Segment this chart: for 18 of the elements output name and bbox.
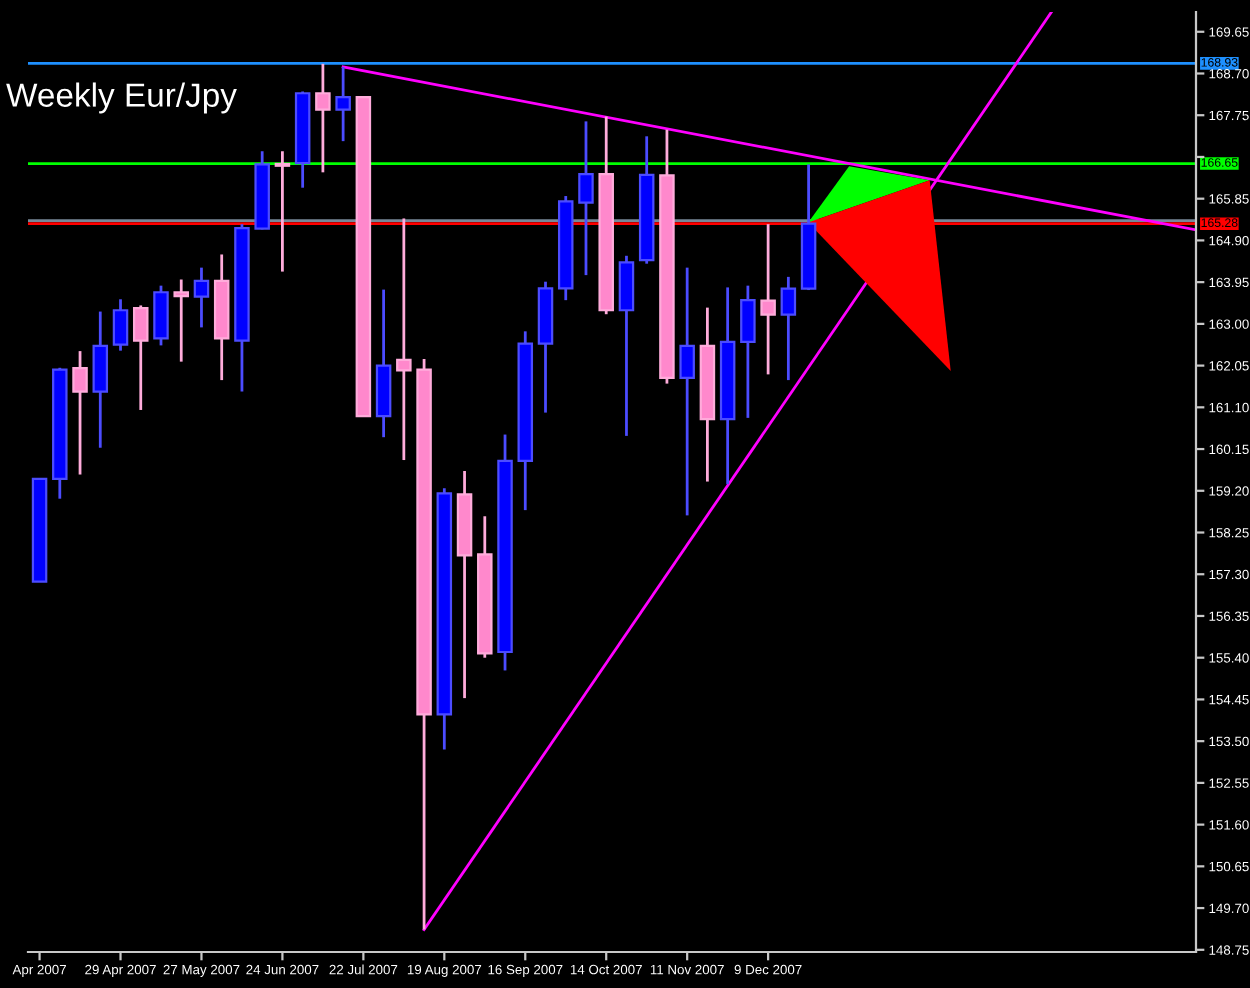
candlestick (396, 217, 412, 462)
candlestick (72, 349, 88, 476)
candlestick (132, 304, 149, 412)
candlestick (679, 266, 695, 517)
candlestick (92, 310, 109, 450)
candlestick (112, 297, 129, 353)
candlestick (193, 266, 210, 329)
candlestick (315, 62, 331, 174)
candlestick (173, 278, 189, 364)
candlestick (618, 254, 635, 438)
candlestick (335, 65, 351, 143)
candlestick (153, 284, 169, 347)
candlestick (780, 275, 797, 382)
candlestick (578, 119, 594, 277)
candlestick (740, 284, 756, 420)
candlestick (760, 222, 776, 376)
candlestick (274, 149, 291, 273)
text: Weekly Eur/Jpy (6, 82, 237, 114)
